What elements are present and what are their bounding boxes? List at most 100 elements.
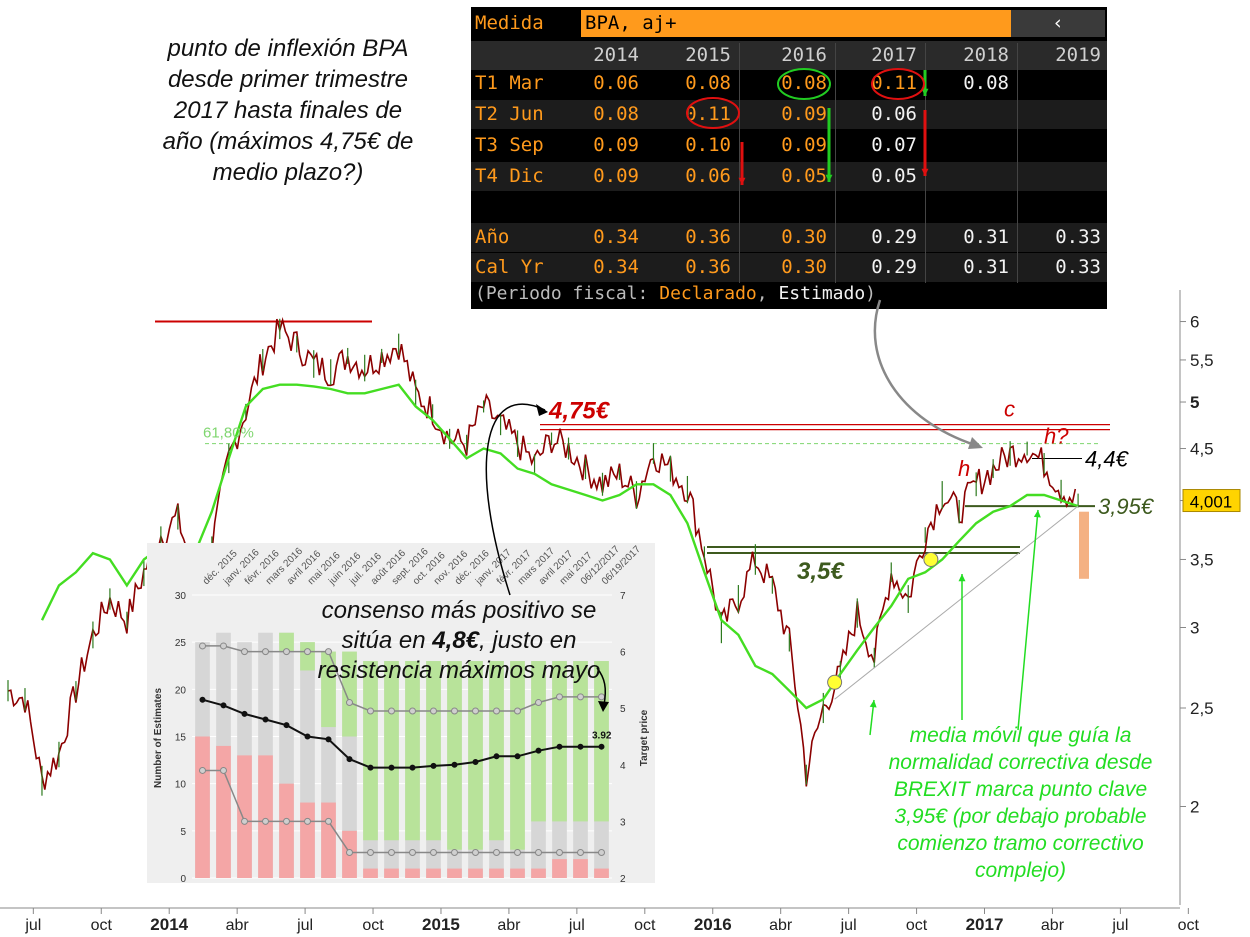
inset-low-target-point [514,849,521,857]
price-axis-label: 3,5 [1190,550,1214,569]
eps-footer-estimated: Estimado [778,283,866,304]
time-axis-label: oct [91,917,113,934]
price-axis-label: 2 [1190,797,1199,816]
inset-left-tick: 15 [175,733,187,744]
wave-label-h: h [958,456,970,481]
eps-cell: 0.36 [685,256,731,278]
time-axis-label: abr [769,917,793,934]
eps-footer: (Periodo fiscal: Declarado, Estimado) [475,283,876,304]
inset-bar-sell [426,868,441,878]
inset-bar-buy [489,661,504,841]
note-consenso-post: , justo en [479,627,577,654]
inset-high-target-point [577,693,584,701]
inset-median-target-point [493,753,500,760]
inset-left-tick: 0 [180,874,186,883]
chevron-left-icon[interactable]: ‹ [1011,10,1105,37]
time-axis-label: oct [634,917,656,934]
consensus-inset-svg: 0 5 10 15 20 25 30 2 3 4 5 6 7 3.92 Number of Estimate… [153,544,650,883]
eps-row: Cal Yr 0.34 0.36 0.30 0.29 0.31 0.33 [471,253,1107,282]
note-media-line: media móvil que guía la [909,724,1132,747]
inset-bar-buy [300,642,315,671]
eps-cell: 0.09 [781,134,827,156]
labels-layer: 4,75€ 61,80% 3,5€ 3,95€ 4,4€ c h h? 4,001 [203,397,1241,585]
inset-left-tick: 20 [175,685,187,696]
inset-low-target-point [493,849,500,857]
eps-footer-prefix: (Periodo fiscal: [475,283,660,304]
eps-header-row: Medida BPA, aj+ ▼ [471,7,1107,37]
inset-bar-buy [363,661,378,841]
moving-average-line [40,383,1079,710]
eps-year-header-cell: 2018 [963,44,1009,66]
time-axis-label: jul [1111,917,1128,934]
inset-right-axis-label: Target price [639,709,650,766]
eps-cell: 0.11 [871,72,917,94]
inset-bar-sell [468,868,483,878]
markers-layer [827,551,939,690]
inset-bar-sell [258,755,273,878]
label-395: 3,95€ [1098,494,1155,519]
note-media-line: 3,95€ (por debajo probable [894,805,1147,828]
inset-bar-sell [279,783,294,878]
inset-right-tick: 3 [620,817,626,828]
inset-right-tick: 5 [620,704,626,715]
inset-right-tick: 6 [620,648,626,659]
time-axis-label: abr [497,917,521,934]
eps-cell: 0.31 [963,256,1009,278]
inset-median-target-point [199,696,206,703]
eps-cell: 0.08 [685,72,731,94]
inset-high-target-point [388,707,395,715]
eps-cell: 0.31 [963,226,1009,248]
inset-median-target-point [220,702,227,709]
eps-row-label: T3 Sep [475,134,544,156]
inset-high-target-point [199,642,206,650]
eps-col-separator [739,43,740,283]
inset-high-target-point [451,707,458,715]
eps-row-label: Cal Yr [475,256,544,278]
time-axis-label: jul [568,917,585,934]
eps-cell: 0.33 [1055,256,1101,278]
inset-bar-sell [363,868,378,878]
eps-cell: 0.05 [781,165,827,187]
eps-measure-select[interactable]: BPA, aj+ [581,10,1076,37]
inset-high-target-point [472,707,479,715]
eps-table: Medida BPA, aj+ ▼ ‹ 2014 2015 2016 2017 2018… [471,7,1107,309]
eps-cell: 0.36 [685,226,731,248]
time-axis-label: jul [296,917,313,934]
note-consensus: consenso más positivo se sitúa en 4,8€, … [284,596,634,686]
eps-year-header-cell: 2014 [593,44,639,66]
inset-left-tick: 10 [175,780,187,791]
inset-bar-buy [552,661,567,822]
inset-low-target-point [199,766,206,774]
eps-footer-declared: Declarado [659,283,757,304]
inset-low-target-point [367,849,374,857]
inset-median-target-point [367,764,374,771]
eps-cell: 0.06 [593,72,639,94]
wave-label-h2: h? [1044,424,1069,449]
eps-cell: 0.06 [685,165,731,187]
inset-low-target-point [220,766,227,774]
levels-layer [155,320,1110,555]
note-inflexion-line: desde primer trimestre [167,66,409,93]
inset-low-target-point [556,849,563,857]
inset-median-target-point [241,710,248,717]
label-35: 3,5€ [797,558,845,585]
note-media-line: BREXIT marca punto clave [893,778,1148,801]
eps-col-separator [835,43,836,283]
inset-bar-buy [573,661,588,822]
price-axis-label: 4,5 [1190,440,1214,459]
inset-low-target-point [388,849,395,857]
inset-low-target-point [451,849,458,857]
last-price-label: 4,001 [1190,493,1233,512]
inset-bar-buy [405,661,420,841]
inset-median-target-point [556,743,563,750]
inset-left-tick: 5 [180,827,186,838]
eps-cell: 0.30 [781,226,827,248]
inset-bar-sell [594,868,609,878]
eps-row: T2 Jun 0.08 0.11 0.09 0.06 [471,100,1107,129]
eps-cell: 0.10 [685,134,731,156]
inset-bar-buy [279,632,294,652]
inset-low-target-point [535,849,542,857]
inset-left-tick: 25 [175,638,187,649]
inset-high-target-point [283,648,290,656]
inset-high-target-point [598,693,605,701]
